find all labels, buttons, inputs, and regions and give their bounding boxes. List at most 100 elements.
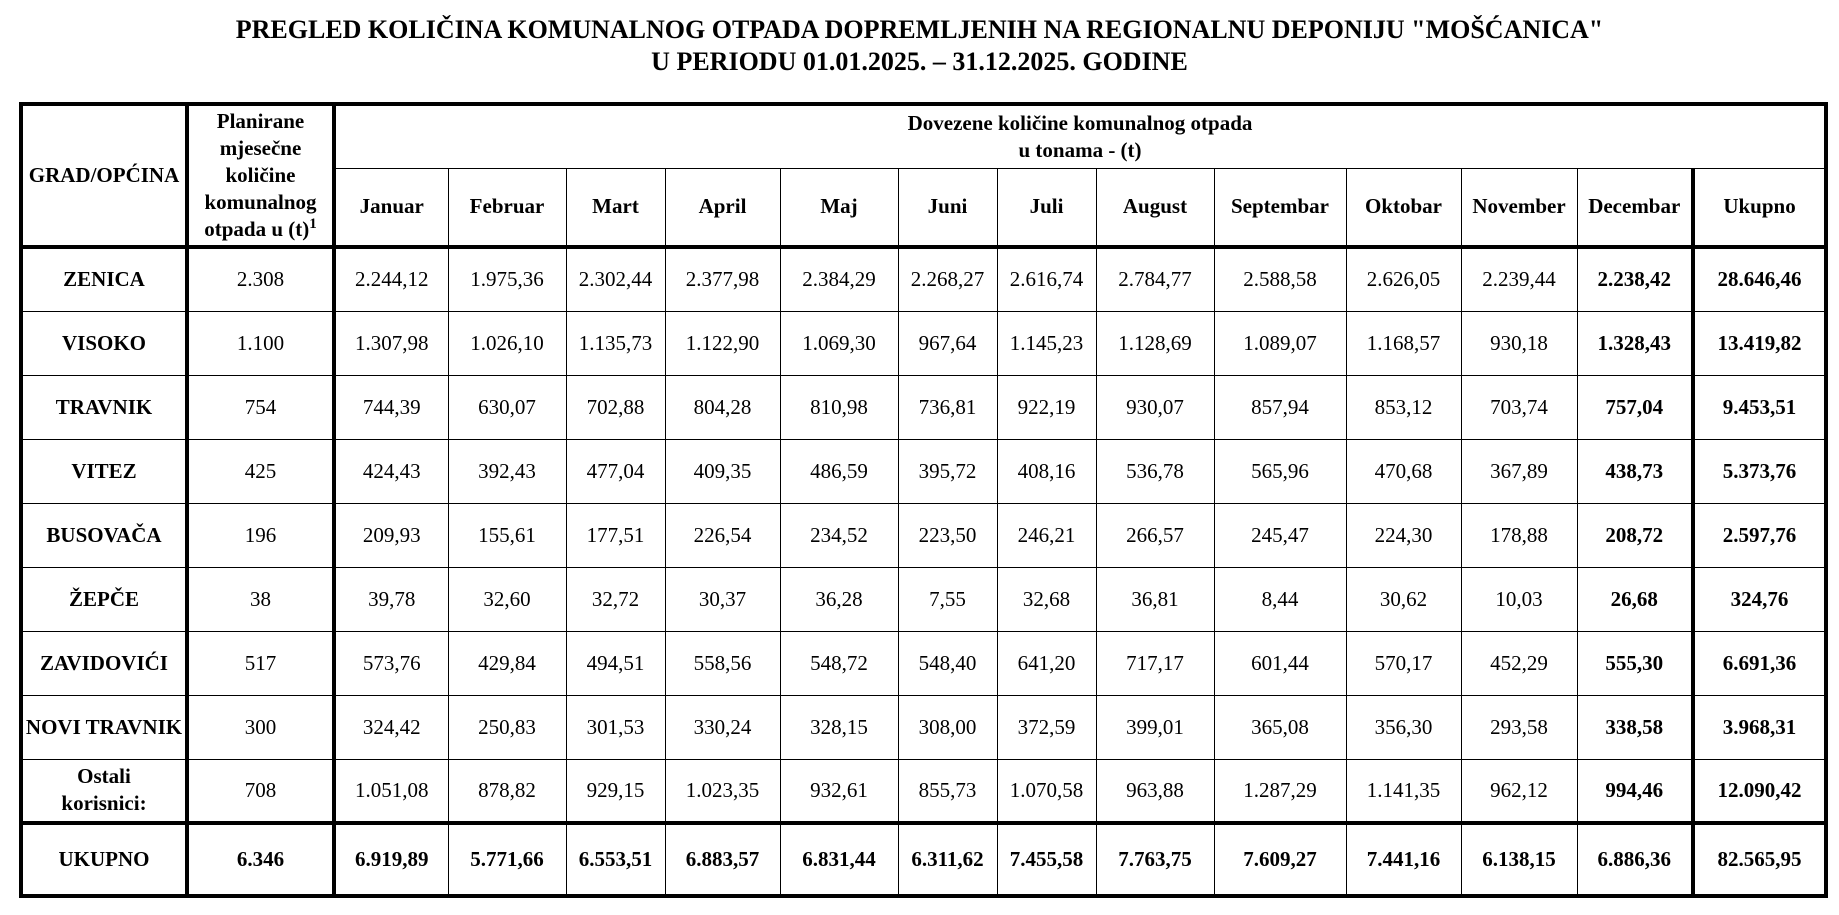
value-cell: 736,81 [897,374,998,440]
value-cell: 932,61 [779,758,899,824]
value-cell: 32,68 [996,566,1097,632]
value-text: 30,62 [1379,586,1428,611]
value-text: 930,18 [1490,330,1548,355]
value-cell: 573,76 [333,630,449,696]
value-cell: 372,59 [996,694,1097,760]
value-cell: 301,53 [565,694,666,760]
value-cell: 477,04 [565,438,666,504]
value-cell: 2.626,05 [1345,246,1462,312]
value-text: 1.051,08 [355,777,429,802]
row-label: ŽEPČE [20,566,189,632]
value-cell: 1.975,36 [447,246,567,312]
value-text: 226,54 [693,522,752,547]
value-cell: 2.302,44 [565,246,666,312]
value-text: 246,21 [1017,522,1076,547]
month-header: Januar [333,167,449,248]
value-cell: 1.141,35 [1345,758,1462,824]
value-text: 2.238,42 [1597,267,1672,292]
value-cell: 1.051,08 [333,758,449,824]
month-header: November [1460,167,1578,248]
value-text: 82.565,95 [1717,847,1802,871]
value-cell: 438,73 [1576,438,1694,504]
header-line: količine [225,163,296,187]
value-cell: 2.616,74 [996,246,1097,312]
value-text: 2.377,98 [685,267,760,292]
value-cell: 6.553,51 [565,821,666,897]
value-text: 548,72 [810,650,868,675]
value-text: 930,07 [1126,394,1184,419]
header-line: komunalnog [204,190,317,214]
value-cell: 223,50 [897,502,998,568]
value-cell: 2.384,29 [779,246,899,312]
value-text: 36,81 [1131,586,1179,611]
value-cell: 6.919,89 [333,821,449,897]
value-text: 328,15 [810,714,868,739]
value-cell: 409,35 [664,438,781,504]
header-line: Dovezene količine komunalnog otpada [907,110,1253,135]
value-cell: 2.588,58 [1213,246,1347,312]
month-header: Februar [447,167,567,248]
value-text: 717,17 [1126,650,1184,675]
value-text: 2.384,29 [802,267,876,292]
value-text: 30,37 [698,586,747,611]
value-cell: 2.244,12 [333,246,449,312]
row-label: Ostali korisnici: [20,758,189,824]
value-cell: 5.373,76 [1690,438,1827,504]
value-cell: 6.691,36 [1690,630,1827,696]
value-cell: 196 [186,502,336,568]
value-cell: 82.565,95 [1690,821,1827,897]
value-cell: 470,68 [1345,438,1462,504]
value-text: 744,39 [362,394,421,419]
value-text: 155,61 [478,522,536,547]
value-text: 630,07 [478,394,536,419]
header-row: Januar Februar Mart April Maj Juni Juli August S… [21,167,1827,248]
value-text: 555,30 [1605,650,1664,675]
value-text: 32,72 [591,586,640,611]
value-cell: 324,42 [333,694,449,760]
value-cell: 6.831,44 [779,821,899,897]
value-text: 2.268,27 [910,267,985,292]
header-cell: Dovezene količine komunalnog otpada u ton… [333,103,1827,169]
header-row: GRAD/OPĆINA Planirane mjesečne količine kom… [20,103,1827,249]
value-text: 424,43 [362,458,421,483]
value-text: 536,78 [1126,458,1184,483]
row-label: ZENICA [20,246,189,312]
value-text: 601,44 [1251,650,1309,675]
value-cell: 5.771,66 [447,821,567,897]
data-row: VISOKO 1.100 1.307,98 1.026,10 1.135,73 1.122… [20,310,1827,376]
value-text: 470,68 [1374,458,1433,483]
value-cell: 630,07 [447,374,567,440]
value-cell: 177,51 [565,502,666,568]
value-text: 1.328,43 [1597,330,1672,355]
value-cell: 2.268,27 [897,246,998,312]
value-cell: 570,17 [1345,630,1462,696]
value-text: 266,57 [1126,522,1184,547]
value-cell: 7,55 [897,566,998,632]
value-cell: 702,88 [565,374,666,440]
value-cell: 1.135,73 [565,310,666,376]
value-text: 810,98 [810,394,868,419]
value-text: 330,24 [693,714,752,739]
value-text: 736,81 [918,394,977,419]
value-text: 408,16 [1017,458,1076,483]
value-text: 703,74 [1490,394,1548,419]
value-text: 2.588,58 [1243,267,1317,292]
value-cell: 7.441,16 [1345,821,1462,897]
header-line: mjesečne [219,136,302,160]
value-cell: 994,46 [1576,758,1694,824]
value-cell: 601,44 [1213,630,1347,696]
value-text: 6.691,36 [1722,650,1797,675]
value-text: 9.453,51 [1722,394,1797,419]
value-text: 26,68 [1610,586,1658,611]
value-text: 2.239,44 [1482,267,1556,292]
row-label-text: NOVI TRAVNIK [25,714,183,739]
row-label: UKUPNO [20,821,189,897]
value-text: 223,50 [918,522,977,547]
value-text: 196 [244,522,277,547]
value-cell: 338,58 [1576,694,1694,760]
data-row: ŽEPČE 38 39,78 32,60 32,72 30,37 36,28 7,55 32,6… [20,566,1827,632]
value-cell: 929,15 [565,758,666,824]
value-cell: 2.597,76 [1690,502,1827,568]
value-cell: 208,72 [1576,502,1694,568]
value-text: 452,29 [1490,650,1548,675]
